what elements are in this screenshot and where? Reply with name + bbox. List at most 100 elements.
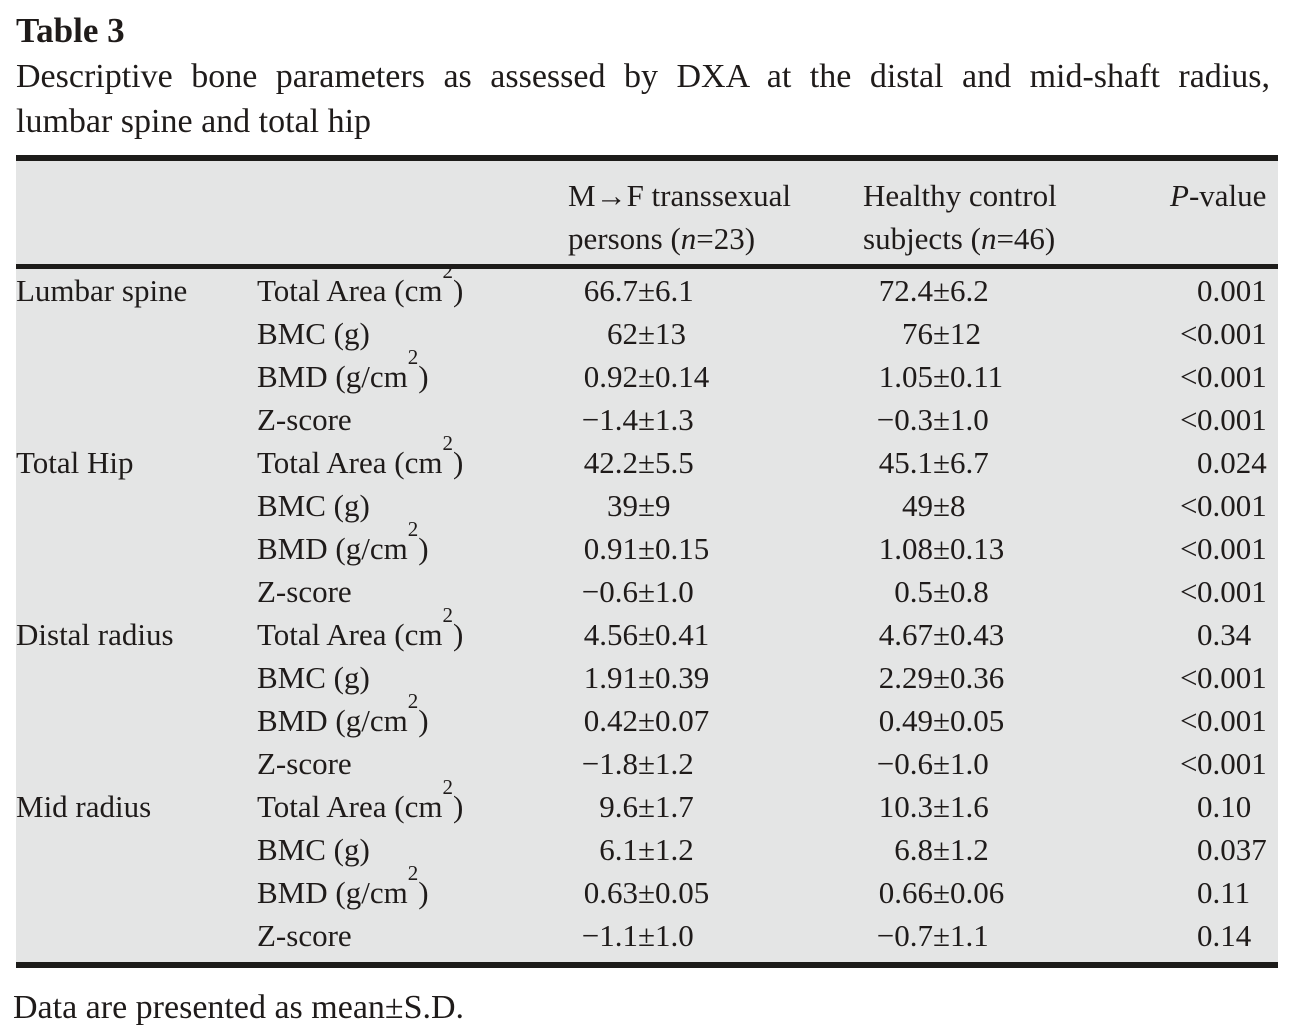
value-control: 1.08±0.13: [878, 531, 1005, 566]
plus-minus: ±: [933, 660, 951, 695]
table-row: BMC (g) 1.91±0.39 2.29±0.36 <0.001: [16, 656, 1278, 699]
header-col-control: Healthy control subjects (n=46): [863, 174, 1170, 260]
value-pvalue: <0.001: [1170, 312, 1278, 355]
data-table: M→F transsexual persons (n=23) Healthy c…: [16, 155, 1278, 968]
value-control: 1.05±0.11: [878, 359, 1004, 394]
value-control: 2.29±0.36: [878, 660, 1005, 695]
plus-minus: ±: [933, 445, 951, 480]
table-caption: Descriptive bone parameters as assessed …: [0, 54, 1290, 144]
plus-minus: ±: [933, 316, 951, 351]
header-empty-group-col: [16, 174, 257, 260]
parameter-label: BMD (g/cm2): [257, 344, 429, 394]
value-control: −0.6±1.0: [876, 746, 989, 781]
less-than-sign: <: [1180, 359, 1198, 394]
parameter-label: BMD (g/cm2): [257, 860, 429, 910]
superscript: 2: [407, 688, 419, 713]
value-control: 76±12: [902, 316, 982, 351]
plus-minus: ±: [638, 488, 656, 523]
value-pvalue: <0.001: [1170, 570, 1278, 613]
value-transsexual: 0.42±0.07: [583, 703, 710, 738]
header-rule: [16, 264, 1278, 269]
value-pvalue: <0.001: [1170, 398, 1278, 441]
table-body: Lumbar spine Total Area (cm2) 66.7±6.1 7…: [16, 260, 1278, 962]
parameter-label: BMC (g): [257, 488, 370, 523]
group-label: [16, 527, 257, 570]
superscript: 2: [442, 430, 453, 455]
value-transsexual: 9.6±1.7: [599, 789, 694, 824]
parameter-label: Z-score: [257, 574, 352, 609]
bottom-rule: [16, 962, 1278, 968]
plus-minus: ±: [933, 488, 951, 523]
table-row: Z-score −0.6±1.0 0.5±0.8 <0.001: [16, 570, 1278, 613]
parameter-label: Total Area (cm2): [257, 430, 464, 480]
plus-minus: ±: [933, 402, 951, 437]
value-pvalue: <0.001: [1170, 656, 1278, 699]
table-row: BMD (g/cm2) 0.91±0.15 1.08±0.13 <0.001: [16, 518, 1278, 570]
table-row: Z-score −1.4±1.3 −0.3±1.0 <0.001: [16, 398, 1278, 441]
less-than-sign: <: [1180, 316, 1198, 351]
plus-minus: ±: [638, 918, 656, 953]
table-row: BMC (g) 6.1±1.2 6.8±1.2 0.037: [16, 828, 1278, 871]
value-control: 10.3±1.6: [878, 789, 989, 824]
plus-minus: ±: [933, 918, 951, 953]
less-than-sign: <: [1180, 660, 1198, 695]
value-transsexual: 6.1±1.2: [599, 832, 694, 867]
superscript: 2: [407, 344, 419, 369]
table-row: Total Hip Total Area (cm2) 42.2±5.5 45.1…: [16, 430, 1278, 484]
plus-minus: ±: [933, 703, 951, 738]
header-control-line-1: Healthy control: [863, 178, 1057, 213]
value-pvalue: 0.037: [1197, 832, 1267, 867]
parameter-label: BMC (g): [257, 316, 370, 351]
table-row: Z-score −1.1±1.0 −0.7±1.1 0.14: [16, 914, 1278, 957]
less-than-sign: <: [1180, 746, 1198, 781]
group-label: [16, 484, 257, 527]
plus-minus: ±: [933, 746, 951, 781]
value-transsexual: 0.63±0.05: [583, 875, 710, 910]
table-header-row: M→F transsexual persons (n=23) Healthy c…: [16, 161, 1278, 264]
table-row: Z-score −1.8±1.2 −0.6±1.0 <0.001: [16, 742, 1278, 785]
group-label: [16, 828, 257, 871]
parameter-label: BMC (g): [257, 660, 370, 695]
italic-n: n: [680, 221, 697, 256]
value-pvalue: 0.11: [1197, 875, 1251, 910]
plus-minus: ±: [933, 574, 951, 609]
table-row: Lumbar spine Total Area (cm2) 66.7±6.1 7…: [16, 260, 1278, 312]
italic-p: P: [1170, 178, 1189, 213]
value-control: 45.1±6.7: [878, 445, 989, 480]
header-transsexual-line-1: M→F transsexual: [568, 178, 792, 213]
value-transsexual: 0.92±0.14: [583, 359, 710, 394]
parameter-label: BMD (g/cm2): [257, 688, 429, 738]
value-control: 0.5±0.8: [894, 574, 989, 609]
value-pvalue: 0.024: [1197, 445, 1267, 480]
group-label: [16, 355, 257, 398]
plus-minus: ±: [638, 789, 656, 824]
caption-line-2: lumbar spine and total hip: [16, 103, 372, 140]
header-control-line-2: subjects (n=46): [863, 221, 1056, 256]
group-label: [16, 570, 257, 613]
plus-minus: ±: [638, 832, 656, 867]
plus-minus: ±: [638, 316, 656, 351]
value-transsexual: −1.1±1.0: [581, 918, 694, 953]
value-control: −0.3±1.0: [876, 402, 989, 437]
value-transsexual: −1.4±1.3: [581, 402, 694, 437]
value-control: −0.7±1.1: [876, 918, 989, 953]
group-label: Mid radius: [16, 789, 152, 824]
plus-minus: ±: [638, 359, 656, 394]
value-pvalue: 0.10: [1197, 789, 1252, 824]
value-pvalue: 0.34: [1197, 617, 1252, 652]
plus-minus: ±: [638, 402, 656, 437]
plus-minus: ±: [933, 789, 951, 824]
value-control: 72.4±6.2: [878, 273, 989, 308]
group-label: Distal radius: [16, 617, 174, 652]
value-pvalue: <0.001: [1170, 699, 1278, 742]
caption-line-1: Descriptive bone parameters as assessed …: [16, 58, 1270, 95]
value-transsexual: 66.7±6.1: [583, 273, 694, 308]
table-row: BMD (g/cm2) 0.92±0.14 1.05±0.11 <0.001: [16, 344, 1278, 398]
value-pvalue: <0.001: [1170, 355, 1278, 398]
superscript: 2: [442, 602, 453, 627]
value-transsexual: −0.6±1.0: [581, 574, 694, 609]
value-control: 4.67±0.43: [878, 617, 1005, 652]
group-label: [16, 398, 257, 441]
plus-minus: ±: [638, 703, 656, 738]
